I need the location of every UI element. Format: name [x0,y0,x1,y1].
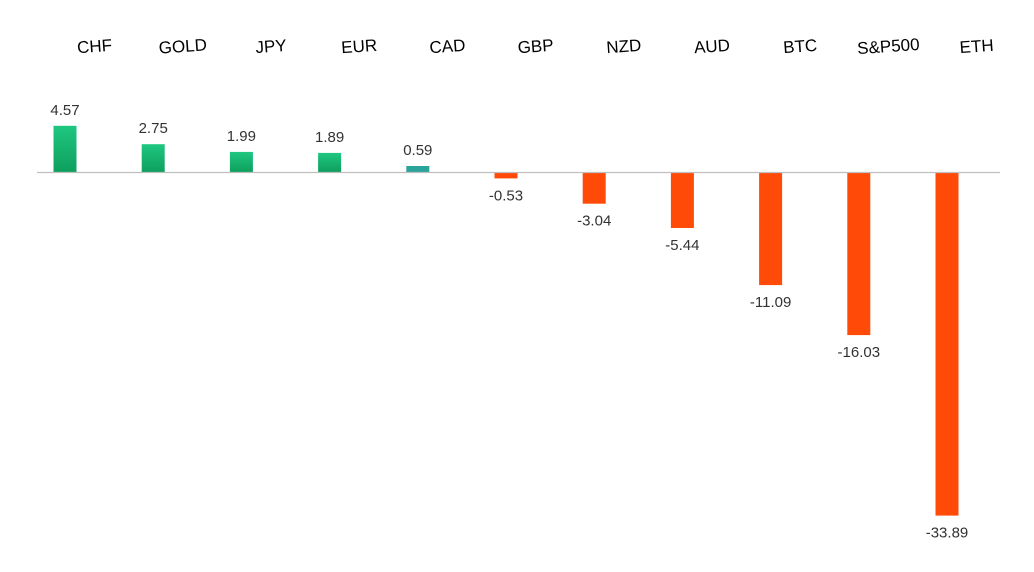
bar-s-p500 [847,173,871,336]
bar-nzd [582,173,606,204]
value-label-btc: -11.09 [750,294,791,311]
bar-jpy [229,151,253,172]
value-label-jpy: 1.99 [227,128,256,145]
category-label-cad: CAD [429,36,466,57]
category-label-gbp: GBP [517,36,554,57]
bar-chf [53,125,77,172]
bar-eur [318,152,342,172]
category-label-btc: BTC [783,36,818,57]
value-label-gbp: -0.53 [489,187,523,204]
value-label-nzd: -3.04 [577,213,611,230]
bar-eth [935,173,959,516]
bar-aud [670,173,694,228]
bars-layer [53,125,959,516]
category-label-nzd: NZD [606,36,642,57]
bar-cad [406,166,430,172]
value-labels-layer: 4.57 2.75 1.99 1.89 0.59 -0.53 -3.04 -5.44 -11.0… [50,102,968,542]
category-label-gold: GOLD [158,35,207,57]
category-label-chf: CHF [77,36,113,57]
value-label-cad: 0.59 [403,142,432,159]
bar-btc [759,173,783,286]
value-label-chf: 4.57 [50,102,79,119]
category-label-s-p500: S&P500 [857,35,921,58]
category-label-aud: AUD [693,36,730,57]
category-labels-layer: CHF GOLD JPY EUR CAD GBP NZD AUD BTC S&P500 ETH [77,35,995,58]
value-label-aud: -5.44 [665,237,699,254]
value-label-eth: -33.89 [926,525,969,542]
bar-gbp [494,173,518,179]
value-label-eur: 1.89 [315,129,344,146]
category-label-eur: EUR [341,36,378,57]
value-label-gold: 2.75 [139,120,168,137]
category-label-jpy: JPY [255,36,287,57]
value-label-s-p500: -16.03 [838,344,881,361]
category-label-eth: ETH [959,36,994,57]
bar-gold [141,144,165,172]
